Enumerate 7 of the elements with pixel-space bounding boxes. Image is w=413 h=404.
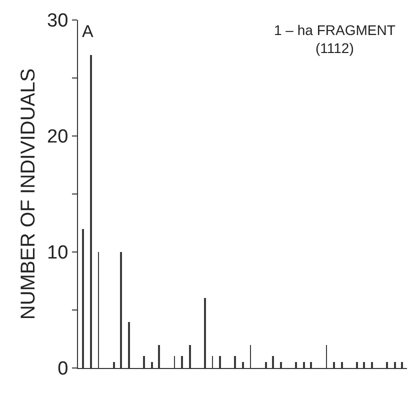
y-tick-label: 0 [58,358,68,380]
y-tick-label: 20 [47,126,68,148]
y-tick-label: 10 [47,242,68,264]
annotation: A [82,22,94,41]
annotation: 1 – ha FRAGMENT (1112) [274,22,396,56]
y-tick-label: 30 [47,10,68,32]
y-axis-title: NUMBER OF INDIVIDUALS [18,68,40,320]
